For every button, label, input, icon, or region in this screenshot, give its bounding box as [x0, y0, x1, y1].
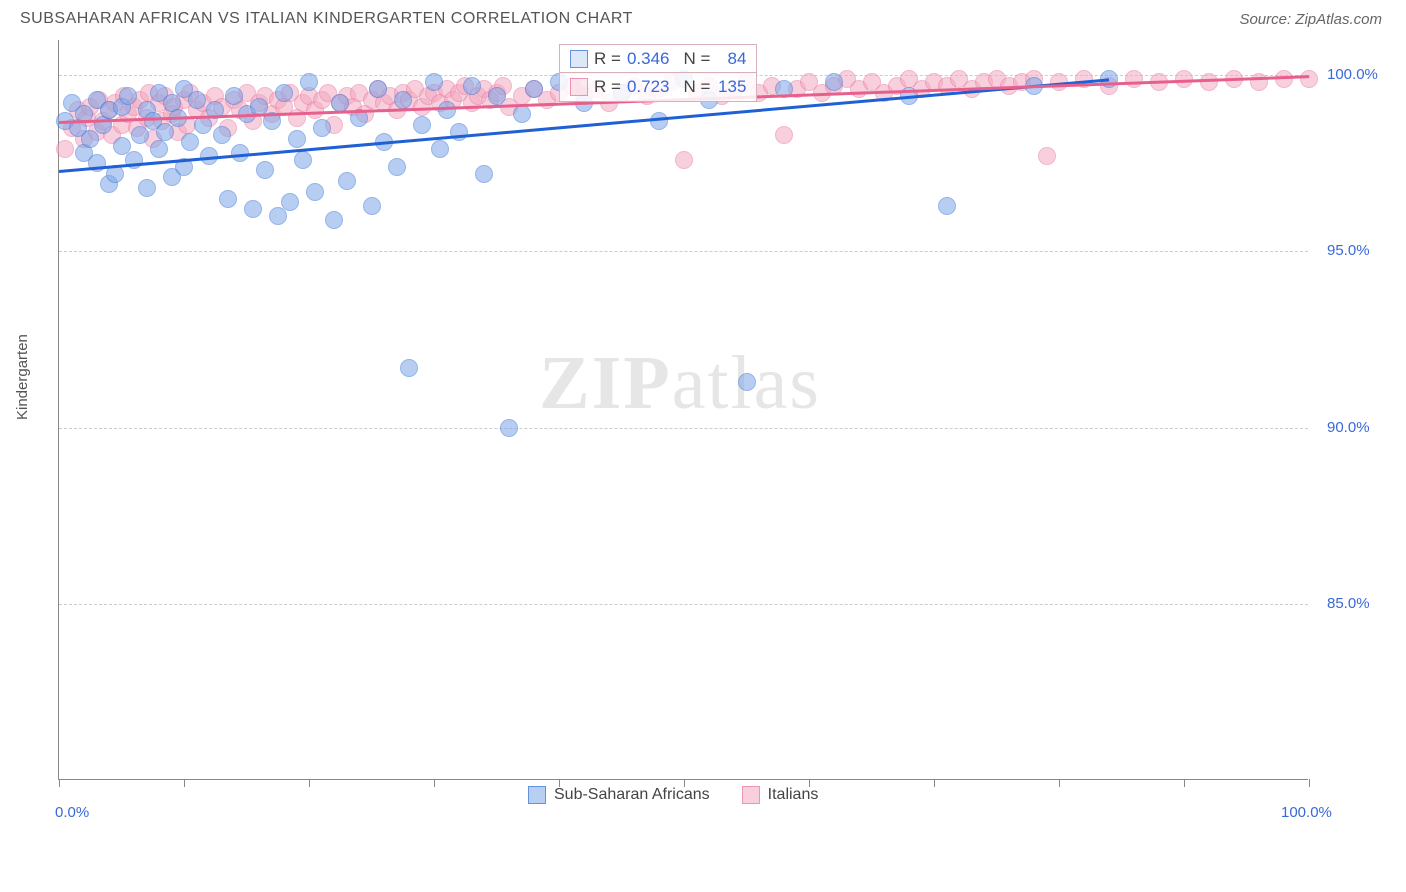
legend-swatch [528, 786, 546, 804]
scatter-point [650, 112, 668, 130]
series-swatch [570, 50, 588, 68]
scatter-point [825, 73, 843, 91]
scatter-point [269, 207, 287, 225]
r-value: 0.346 [627, 49, 670, 69]
legend-label: Sub-Saharan Africans [554, 786, 710, 804]
scatter-point [181, 133, 199, 151]
gridline [59, 251, 1308, 252]
y-tick-label: 100.0% [1327, 66, 1378, 83]
scatter-point [363, 197, 381, 215]
scatter-point [156, 123, 174, 141]
r-label: R = [594, 49, 621, 69]
scatter-point [1038, 147, 1056, 165]
scatter-point [1200, 73, 1218, 91]
y-tick-label: 90.0% [1327, 419, 1370, 436]
scatter-point [1300, 70, 1318, 88]
x-tick [59, 779, 60, 787]
scatter-point [213, 126, 231, 144]
scatter-point [475, 165, 493, 183]
y-tick-label: 95.0% [1327, 242, 1370, 259]
x-tick [309, 779, 310, 787]
scatter-point [463, 77, 481, 95]
x-tick [934, 779, 935, 787]
scatter-point [150, 140, 168, 158]
scatter-point [256, 161, 274, 179]
scatter-point [425, 73, 443, 91]
scatter-point [438, 101, 456, 119]
scatter-point [225, 87, 243, 105]
scatter-point [81, 130, 99, 148]
scatter-point [275, 84, 293, 102]
scatter-point [400, 359, 418, 377]
scatter-point [388, 158, 406, 176]
scatter-point [306, 183, 324, 201]
source-attribution: Source: ZipAtlas.com [1239, 11, 1382, 28]
chart-title: SUBSAHARAN AFRICAN VS ITALIAN KINDERGART… [20, 10, 633, 28]
scatter-point [369, 80, 387, 98]
scatter-point [131, 126, 149, 144]
scatter-point [1125, 70, 1143, 88]
scatter-point [775, 126, 793, 144]
scatter-point [938, 197, 956, 215]
legend-item: Italians [742, 786, 819, 804]
r-value: 0.723 [627, 77, 670, 97]
x-tick [1184, 779, 1185, 787]
legend-label: Italians [768, 786, 819, 804]
watermark: ZIPatlas [539, 340, 821, 427]
gridline [59, 428, 1308, 429]
n-label: N = [683, 77, 710, 97]
chart-container: Kindergarten ZIPatlas 85.0%90.0%95.0%100… [48, 40, 1388, 800]
scatter-point [219, 190, 237, 208]
scatter-point [394, 91, 412, 109]
scatter-point [281, 193, 299, 211]
x-tick-label: 100.0% [1281, 804, 1332, 821]
scatter-point [138, 179, 156, 197]
scatter-point [738, 373, 756, 391]
scatter-point [244, 200, 262, 218]
scatter-point [488, 87, 506, 105]
gridline [59, 604, 1308, 605]
series-swatch [570, 78, 588, 96]
y-axis-label: Kindergarten [14, 334, 31, 420]
legend-item: Sub-Saharan Africans [528, 786, 710, 804]
scatter-point [325, 211, 343, 229]
x-tick [1309, 779, 1310, 787]
plot-area: ZIPatlas 85.0%90.0%95.0%100.0%0.0%100.0%… [58, 40, 1308, 780]
scatter-point [525, 80, 543, 98]
stats-box: R = 0.723 N = 135 [559, 72, 757, 102]
stats-box: R = 0.346 N = 84 [559, 44, 757, 74]
scatter-point [300, 73, 318, 91]
scatter-point [675, 151, 693, 169]
scatter-point [294, 151, 312, 169]
scatter-point [288, 130, 306, 148]
n-value: 84 [716, 49, 746, 69]
scatter-point [413, 116, 431, 134]
x-tick [434, 779, 435, 787]
x-tick-label: 0.0% [55, 804, 89, 821]
scatter-point [188, 91, 206, 109]
legend-swatch [742, 786, 760, 804]
scatter-point [338, 172, 356, 190]
scatter-point [500, 419, 518, 437]
scatter-point [431, 140, 449, 158]
scatter-point [313, 119, 331, 137]
scatter-point [513, 105, 531, 123]
x-tick [1059, 779, 1060, 787]
r-label: R = [594, 77, 621, 97]
scatter-point [119, 87, 137, 105]
scatter-point [56, 140, 74, 158]
n-value: 135 [716, 77, 746, 97]
header: SUBSAHARAN AFRICAN VS ITALIAN KINDERGART… [0, 0, 1406, 34]
legend: Sub-Saharan Africans Italians [528, 786, 818, 804]
n-label: N = [683, 49, 710, 69]
x-tick [184, 779, 185, 787]
y-tick-label: 85.0% [1327, 595, 1370, 612]
